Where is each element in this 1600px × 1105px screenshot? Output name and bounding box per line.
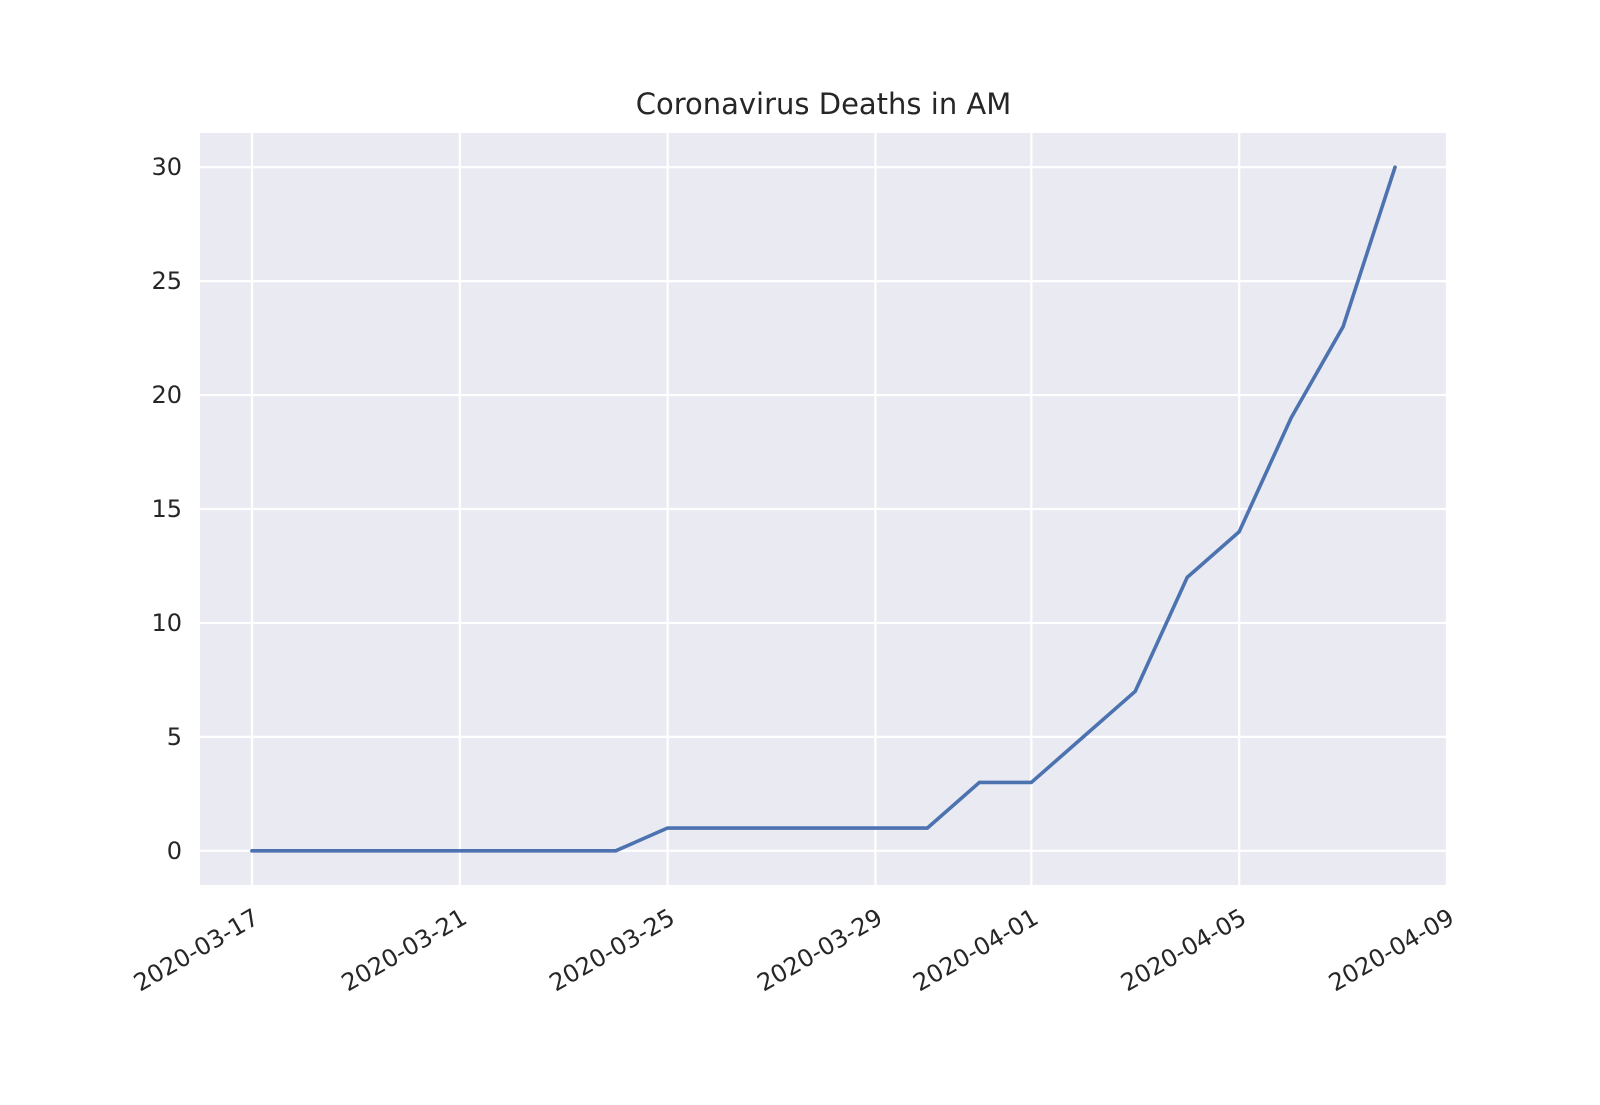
data-point xyxy=(1237,530,1241,534)
data-point xyxy=(1341,325,1345,329)
x-axis-ticks: 2020-03-17 2020-03-21 2020-03-25 2020-03-29… xyxy=(129,903,1459,997)
data-point xyxy=(717,826,722,830)
data-point xyxy=(614,849,618,853)
data-point xyxy=(406,849,410,853)
data-point xyxy=(354,849,358,853)
data-point xyxy=(250,849,254,853)
data-point xyxy=(925,826,930,830)
y-tick-label: 10 xyxy=(151,609,182,637)
x-tick-label: 2020-04-09 xyxy=(1324,903,1459,997)
y-tick-label: 30 xyxy=(151,153,182,181)
data-point xyxy=(666,826,670,830)
chart-title: Coronavirus Deaths in AM xyxy=(636,87,1012,121)
y-axis-ticks: 0 5 10 15 20 25 30 xyxy=(151,153,182,865)
data-point xyxy=(458,849,462,853)
data-point xyxy=(1393,165,1397,169)
data-point xyxy=(562,849,566,853)
data-point xyxy=(977,780,981,785)
data-point xyxy=(1289,416,1293,420)
x-tick-label: 2020-03-17 xyxy=(129,903,264,997)
data-point xyxy=(769,826,774,830)
data-point xyxy=(1029,780,1033,785)
data-point xyxy=(1081,735,1085,739)
grid-lines xyxy=(200,133,1449,885)
data-point xyxy=(510,849,514,853)
data-point xyxy=(1185,575,1189,579)
x-tick-label: 2020-03-21 xyxy=(337,903,472,997)
y-tick-label: 0 xyxy=(167,837,182,865)
data-point xyxy=(873,826,878,830)
x-tick-label: 2020-03-25 xyxy=(545,903,680,997)
x-tick-label: 2020-04-01 xyxy=(908,903,1043,997)
y-tick-label: 5 xyxy=(167,723,182,751)
series-layer xyxy=(250,165,1397,853)
data-point xyxy=(302,849,306,853)
y-tick-label: 15 xyxy=(151,495,182,523)
x-tick-label: 2020-04-05 xyxy=(1116,903,1251,997)
data-point xyxy=(821,826,826,830)
x-tick-label: 2020-03-29 xyxy=(752,903,887,997)
y-tick-label: 20 xyxy=(151,381,182,409)
y-tick-label: 25 xyxy=(151,267,182,295)
data-point xyxy=(1133,689,1137,693)
